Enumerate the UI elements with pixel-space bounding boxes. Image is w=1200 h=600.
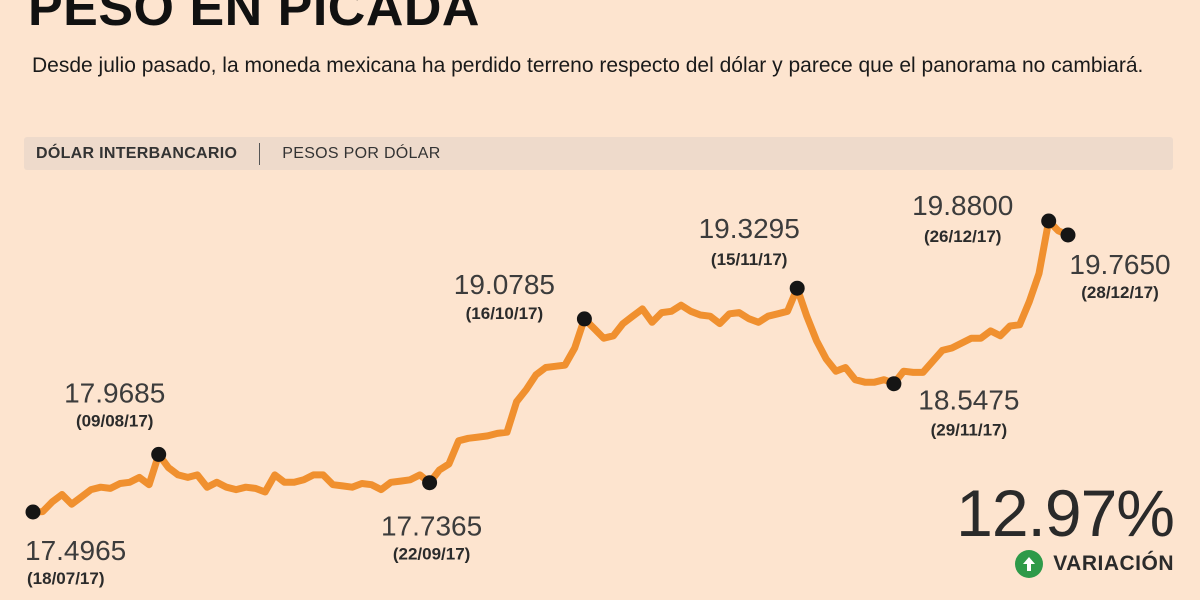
data-label-value: 19.0785	[454, 269, 555, 300]
data-label-date: (18/07/17)	[27, 569, 105, 588]
data-point-marker	[1041, 213, 1057, 229]
series-unit: PESOS POR DÓLAR	[282, 144, 441, 162]
data-label-value: 17.9685	[64, 377, 165, 408]
data-label-date: (09/08/17)	[76, 411, 154, 430]
data-label-date: (28/12/17)	[1081, 283, 1159, 302]
arrow-up-icon	[1015, 550, 1044, 578]
variation-value: 12.97%	[956, 476, 1175, 550]
data-point-marker	[576, 311, 592, 327]
variation-label-row: VARIACIÓN	[956, 550, 1174, 578]
series-header-bar: DÓLAR INTERBANCARIO PESOS POR DÓLAR	[24, 137, 1173, 170]
data-label-date: (29/11/17)	[931, 421, 1008, 440]
data-label-value: 18.5475	[918, 385, 1019, 416]
data-label-date: (16/10/17)	[466, 304, 544, 323]
series-line	[29, 217, 1072, 516]
data-label-value: 19.7650	[1069, 249, 1170, 280]
chart-title: PESO EN PICADA	[28, 0, 480, 37]
data-point-marker	[1060, 227, 1076, 243]
divider	[259, 142, 261, 165]
data-point-marker	[151, 446, 167, 462]
data-point-marker	[789, 280, 805, 296]
data-point-marker	[422, 475, 438, 491]
series-name: DÓLAR INTERBANCARIO	[36, 144, 238, 162]
data-label-value: 19.8800	[912, 190, 1013, 221]
data-point-marker	[886, 376, 902, 392]
variation-box: 12.97% VARIACIÓN	[956, 476, 1175, 578]
data-label-date: (15/11/17)	[711, 250, 788, 269]
data-point-marker	[25, 504, 41, 520]
data-label-value: 19.3295	[699, 213, 800, 244]
data-label-date: (26/12/17)	[924, 227, 1002, 246]
variation-label: VARIACIÓN	[1053, 552, 1174, 575]
chart-subtitle: Desde julio pasado, la moneda mexicana h…	[32, 54, 1144, 77]
data-label-date: (22/09/17)	[393, 545, 471, 564]
data-label-value: 17.4965	[25, 535, 126, 566]
data-label-value: 17.7365	[381, 511, 482, 542]
